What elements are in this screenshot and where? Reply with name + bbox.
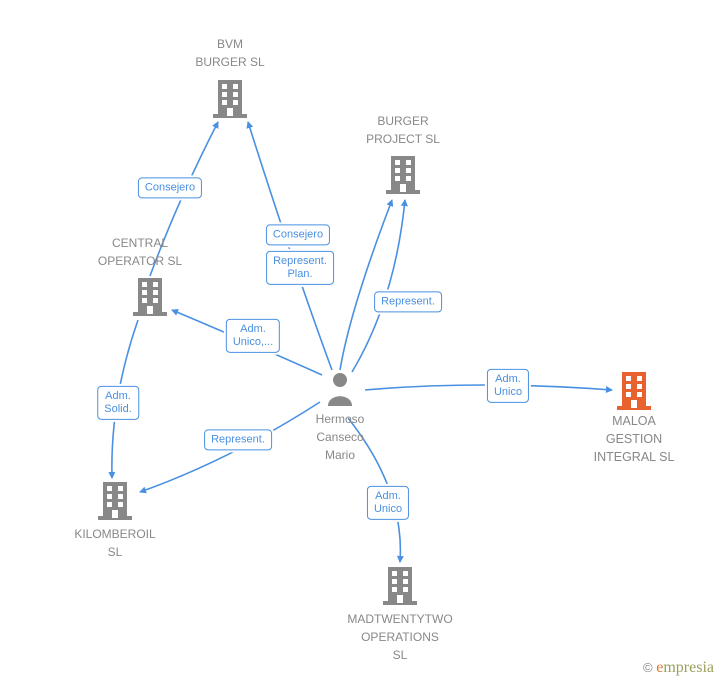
edge-path bbox=[352, 200, 405, 372]
building-icon bbox=[133, 276, 167, 321]
edge-layer bbox=[0, 0, 728, 685]
node-madtwentytwo[interactable]: MADTWENTYTWO OPERATIONS SL bbox=[347, 610, 452, 664]
diagram-canvas: BVM BURGER SL BURGER PROJECT SL CENTRAL … bbox=[0, 0, 728, 685]
node-label: KILOMBEROIL SL bbox=[74, 527, 155, 559]
node-burger-project[interactable]: BURGER PROJECT SL bbox=[366, 112, 440, 148]
edge-label: Represent. bbox=[204, 429, 272, 450]
copyright-symbol: © bbox=[643, 660, 653, 675]
building-icon bbox=[98, 480, 132, 525]
node-label: Hermoso Canseco Mario bbox=[316, 412, 365, 462]
node-maloa[interactable]: MALOA GESTION INTEGRAL SL bbox=[594, 412, 675, 466]
edge-label: Adm. Unico bbox=[367, 486, 409, 520]
person-icon bbox=[325, 370, 355, 411]
node-label: MALOA GESTION INTEGRAL SL bbox=[594, 414, 675, 464]
node-bvm-burger[interactable]: BVM BURGER SL bbox=[195, 35, 264, 71]
building-icon bbox=[617, 370, 651, 415]
edge-label: Adm. Unico bbox=[487, 369, 529, 403]
edge-label: Consejero bbox=[266, 224, 330, 245]
edge-path bbox=[340, 200, 392, 370]
node-label: BURGER PROJECT SL bbox=[366, 114, 440, 146]
node-label: BVM BURGER SL bbox=[195, 37, 264, 69]
building-icon bbox=[213, 78, 247, 123]
edge-label: Represent. bbox=[374, 291, 442, 312]
edge-label: Adm. Solid. bbox=[97, 386, 139, 420]
copyright-footer: © empresia bbox=[643, 659, 714, 677]
node-label: MADTWENTYTWO OPERATIONS SL bbox=[347, 612, 452, 662]
building-icon bbox=[383, 565, 417, 610]
node-central-operator[interactable]: CENTRAL OPERATOR SL bbox=[98, 234, 182, 270]
edge-label: Adm. Unico,... bbox=[226, 319, 280, 353]
node-kilomberoil[interactable]: KILOMBEROIL SL bbox=[74, 525, 155, 561]
edge-label: Consejero bbox=[138, 177, 202, 198]
node-label: CENTRAL OPERATOR SL bbox=[98, 236, 182, 268]
edge-label: Represent. Plan. bbox=[266, 251, 334, 285]
building-icon bbox=[386, 154, 420, 199]
brand-rest: mpresia bbox=[663, 659, 714, 676]
node-hermoso[interactable]: Hermoso Canseco Mario bbox=[316, 410, 365, 464]
